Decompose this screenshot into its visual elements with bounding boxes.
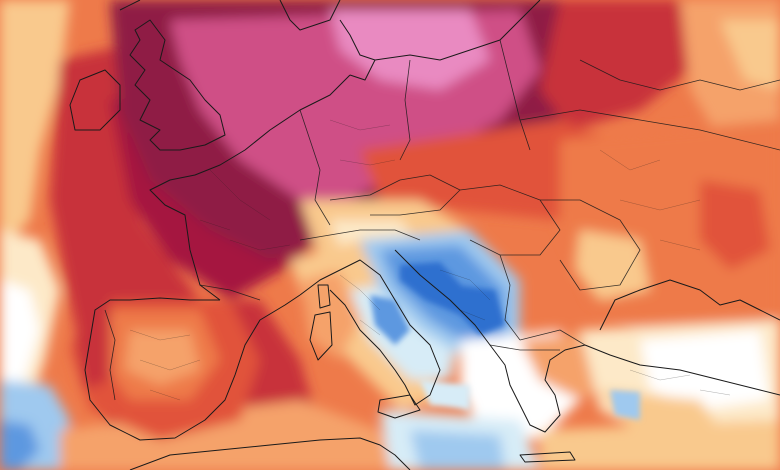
coastline-norway [279, 0, 341, 31]
adriatic-cold-core [400, 262, 470, 315]
south-med-warm [60, 400, 400, 470]
border-spain-france [199, 284, 261, 301]
subregion-lines-france [199, 169, 291, 251]
border-romania [540, 199, 641, 291]
anatolia-neutral [640, 330, 770, 410]
coastline-sicily [377, 394, 421, 419]
coastline-anatolia [584, 344, 780, 396]
subregion-lines-iberia [129, 329, 201, 401]
coastline-great-britain [119, 0, 226, 151]
border-ukraine [519, 109, 780, 151]
northeast-warm-light [720, 20, 780, 90]
coastline-iberia [84, 294, 301, 441]
border-germany-czechia-austria [329, 174, 461, 216]
atlantic-cool-sw-deep [0, 420, 40, 470]
coastline-crete [519, 451, 576, 463]
border-poland-east [499, 39, 531, 151]
coastline-corsica [317, 284, 331, 309]
eastern-europe-hot-spot [700, 180, 770, 270]
east-med-warm-light [540, 420, 780, 470]
italy-cold-spot [370, 295, 410, 345]
romania-warm-light [575, 230, 650, 300]
aegean-cool-spot [610, 390, 640, 420]
coastline-ireland [69, 69, 121, 131]
atlantic-warm-light [0, 0, 70, 250]
coastline-sardinia [309, 311, 333, 361]
border-france-germany [299, 109, 331, 226]
borders-and-coastlines [69, 0, 780, 470]
border-balkans-b [519, 329, 586, 346]
border-germany-poland [399, 59, 411, 161]
northeast-hot [540, 0, 690, 130]
coastline-black-sea [599, 279, 780, 331]
iberia-warm [125, 330, 200, 385]
subregion-lines-east [599, 149, 701, 251]
border-alps [299, 229, 421, 241]
country-borders [104, 39, 780, 401]
regional-borders [129, 119, 731, 401]
subregion-lines-italy [339, 274, 381, 336]
subregion-lines-anatolia [629, 369, 731, 396]
border-spain-portugal [104, 309, 116, 401]
central-med-cool-core [410, 430, 505, 470]
iberia-west-hot [75, 300, 110, 390]
subregion-lines-germany [329, 119, 396, 166]
atlantic-neutral [0, 280, 40, 400]
coastline-low-countries-france [149, 74, 351, 301]
coastline-north-africa [129, 437, 411, 470]
subregion-lines-balkans [439, 269, 491, 321]
border-balkans-a [499, 254, 521, 341]
coastline-adriatic-balkans [394, 249, 586, 433]
bosnia-cold-core [455, 285, 505, 335]
border-belarus [579, 59, 780, 91]
border-greece [489, 344, 560, 351]
coastline-south-france-italy [299, 259, 441, 406]
coastline-baltic [374, 0, 541, 61]
coastline-denmark [339, 19, 376, 81]
